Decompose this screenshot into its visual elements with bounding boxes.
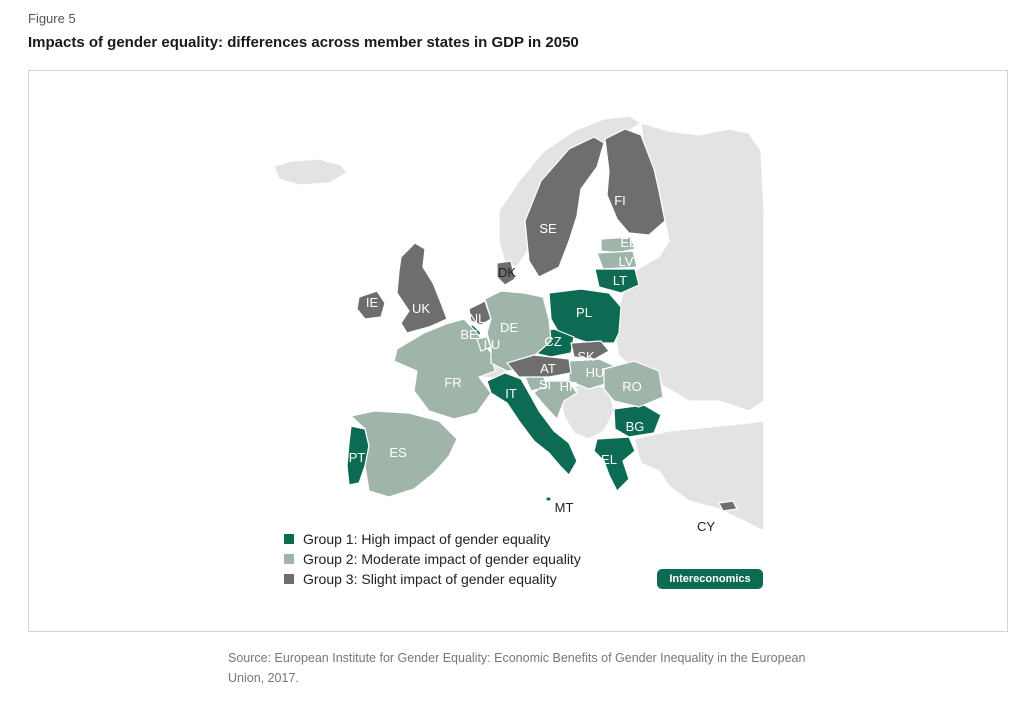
- country-uk: [396, 242, 448, 334]
- country-dk: [496, 260, 516, 286]
- country-it: [486, 372, 578, 476]
- country-label-lu: LU: [484, 337, 501, 352]
- country-label-it: IT: [505, 386, 517, 401]
- legend-swatch-group1: [284, 534, 294, 544]
- legend-item-group1: Group 1: High impact of gender equality: [284, 529, 581, 549]
- non-eu-turkey: [633, 420, 765, 532]
- country-ie: [356, 290, 386, 320]
- country-label-at: AT: [540, 361, 556, 376]
- non-eu-iceland: [273, 158, 348, 186]
- figure-title: Impacts of gender equality: differences …: [28, 34, 579, 51]
- country-es: [350, 410, 458, 498]
- country-label-bg: BG: [626, 419, 645, 434]
- country-ro: [603, 360, 664, 408]
- country-label-es: ES: [389, 445, 407, 460]
- europe-map: PT IT BE PL CZ LT BG EL MT ES FR DE LU EE LV HU RO HR SI IE…: [273, 115, 765, 534]
- legend-label-group3: Group 3: Slight impact of gender equalit…: [303, 571, 557, 587]
- map-frame: PT IT BE PL CZ LT BG EL MT ES FR DE LU EE LV HU RO HR SI IE…: [28, 70, 1008, 632]
- country-label-be: BE: [460, 327, 478, 342]
- country-label-nl: NL: [469, 311, 486, 326]
- legend-swatch-group3: [284, 574, 294, 584]
- country-label-fr: FR: [444, 375, 461, 390]
- country-at: [506, 354, 572, 378]
- country-hr: [533, 380, 578, 420]
- country-sk: [570, 340, 610, 360]
- country-label-si: SI: [539, 377, 551, 392]
- country-label-el: EL: [601, 452, 617, 467]
- legend-item-group3: Group 3: Slight impact of gender equalit…: [284, 569, 581, 589]
- intereconomics-logo: Intereconomics: [657, 569, 763, 589]
- country-fr: [393, 318, 496, 420]
- legend-swatch-group2: [284, 554, 294, 564]
- country-label-cz: CZ: [544, 334, 561, 349]
- country-label-se: SE: [539, 221, 557, 236]
- country-label-hu: HU: [586, 365, 605, 380]
- legend-label-group1: Group 1: High impact of gender equality: [303, 531, 551, 547]
- country-mt: [545, 496, 552, 502]
- country-label-ro: RO: [622, 379, 642, 394]
- country-label-uk: UK: [412, 301, 430, 316]
- country-label-de: DE: [500, 320, 518, 335]
- figure-label: Figure 5: [28, 11, 76, 26]
- country-nl: [468, 300, 492, 326]
- country-label-pt: PT: [349, 450, 366, 465]
- legend-label-group2: Group 2: Moderate impact of gender equal…: [303, 551, 581, 567]
- country-se: [524, 136, 605, 278]
- source-note: Source: European Institute for Gender Eq…: [228, 651, 806, 685]
- country-label-dk: DK: [498, 265, 516, 280]
- country-lv: [596, 250, 638, 270]
- country-cy: [718, 500, 738, 512]
- country-label-lv: LV: [619, 254, 634, 269]
- country-label-fi: FI: [614, 193, 626, 208]
- legend-item-group2: Group 2: Moderate impact of gender equal…: [284, 549, 581, 569]
- country-label-mt: MT: [555, 500, 574, 515]
- country-lt: [594, 268, 640, 294]
- country-fi: [604, 128, 666, 236]
- country-label-pl: PL: [576, 305, 592, 320]
- country-label-lt: LT: [613, 273, 627, 288]
- country-label-sk: SK: [577, 349, 595, 364]
- country-lu: [476, 336, 492, 352]
- country-el: [593, 436, 636, 492]
- country-label-hr: HR: [560, 379, 579, 394]
- country-label-ie: IE: [366, 295, 379, 310]
- legend: Group 1: High impact of gender equality …: [284, 529, 581, 589]
- country-label-cy: CY: [697, 519, 715, 534]
- country-pl: [548, 288, 622, 344]
- country-label-ee: EE: [620, 235, 638, 250]
